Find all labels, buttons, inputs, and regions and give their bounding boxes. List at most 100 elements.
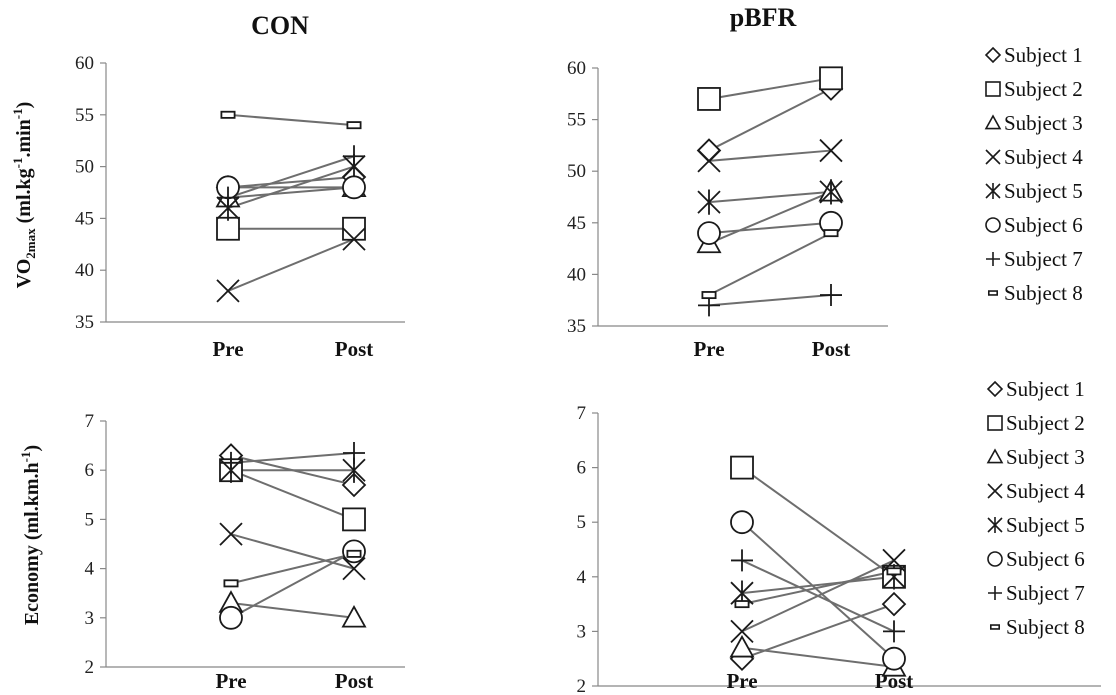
pbfr-vo2-point-s7-post: [820, 284, 842, 307]
pbfr-economy-point-s2-pre: [730, 455, 754, 480]
pbfr-vo2-xtick-post: Post: [812, 337, 851, 361]
vo2max-ylabel: VO2max (ml.kg-1.min-1): [10, 102, 38, 289]
pbfr-economy-ytick-label: 3: [577, 621, 587, 642]
con-vo2-point-s2-pre: [216, 216, 240, 241]
con-economy-point-s7-post: [343, 441, 365, 464]
con-vo2-ytick-label: 60: [75, 53, 94, 74]
con-vo2-ytick-label: 55: [75, 105, 94, 126]
legend-label: Subject 6: [1006, 547, 1085, 571]
legend-marker-x-icon: [987, 483, 1003, 499]
pbfr-vo2-series-line-7: [708, 294, 832, 307]
pbfr-economy-ytick-label: 6: [577, 458, 587, 479]
pbfr-economy-point-s8-pre: [734, 600, 750, 609]
con-vo2-series-line-1: [227, 175, 355, 189]
legend-label: Subject 3: [1004, 111, 1083, 135]
legend-label: Subject 4: [1004, 145, 1083, 169]
con-economy-point-s6-pre: [219, 605, 243, 630]
pbfr-economy-ytick-label: 2: [577, 676, 587, 695]
con-vo2-point-s2-post: [342, 216, 366, 241]
con-economy-series-line-4: [230, 533, 355, 570]
pbfr-economy-point-s4-pre: [730, 619, 754, 644]
con-economy-point-s2-post: [342, 507, 366, 532]
legend-label: Subject 8: [1006, 615, 1085, 639]
pbfr-vo2-ytick-label: 45: [567, 213, 586, 234]
legend-label: Subject 7: [1006, 581, 1085, 605]
pbfr-economy-point-s7-post: [883, 620, 905, 643]
pbfr-economy-series-line-7: [741, 559, 895, 633]
pbfr-vo2-point-s4-post: [819, 138, 843, 163]
pbfr-economy-point-s1-post: [881, 591, 907, 617]
con-vo2-panel: 35 40 45 50 55 60 Pre Post: [75, 53, 405, 361]
legend-label: Subject 1: [1004, 43, 1083, 67]
pbfr-vo2-series-line-4: [708, 149, 832, 162]
con-economy-ytick-label: 6: [85, 460, 95, 481]
pbfr-economy-ytick-label: 5: [577, 512, 587, 533]
pbfr-economy-series-line-3: [741, 646, 895, 668]
con-economy-ytick-label: 5: [85, 509, 95, 530]
con-vo2-ytick-label: 50: [75, 157, 94, 178]
con-vo2-point-s7-post: [343, 145, 365, 168]
pbfr-vo2-ytick-label: 50: [567, 161, 586, 182]
con-economy-xtick-pre: Pre: [215, 669, 246, 693]
pbfr-vo2-ytick-label: 55: [567, 110, 586, 131]
pbfr-economy-point-s7-pre: [731, 549, 753, 572]
con-vo2-xtick-pre: Pre: [212, 337, 243, 361]
pbfr-vo2-series-line-6: [708, 221, 832, 235]
con-economy-series-line-2: [230, 469, 355, 521]
legend-bottom: Subject 1 Subject 2 Subject 3 Subject 4 Subj…: [986, 377, 1085, 639]
legend-marker-square-icon: [985, 81, 1001, 97]
legend-label: Subject 1: [1006, 377, 1085, 401]
legend-label: Subject 6: [1004, 213, 1083, 237]
pbfr-vo2-series-line-3: [708, 190, 832, 245]
legend-marker-asterisk-icon: [985, 182, 1001, 200]
con-economy-ytick-label: 3: [85, 608, 95, 629]
pbfr-title: pBFR: [730, 3, 797, 32]
con-economy-series-line-8: [230, 552, 355, 585]
legend-label: Subject 2: [1004, 77, 1083, 101]
con-vo2-xtick-post: Post: [335, 337, 374, 361]
con-vo2-ytick-label: 45: [75, 208, 94, 229]
legend-marker-plus-icon: [986, 252, 1000, 266]
legend-label: Subject 4: [1006, 479, 1085, 503]
con-economy-point-s4-pre: [219, 522, 243, 546]
pbfr-vo2-ytick-label: 60: [567, 58, 586, 79]
pbfr-vo2-point-s5-post: [819, 179, 843, 205]
con-vo2-point-s8-post: [346, 121, 362, 130]
pbfr-vo2-point-s8-post: [823, 229, 839, 238]
con-vo2-series-line-4: [227, 238, 355, 292]
con-economy-point-s7-pre: [220, 451, 242, 474]
legend-marker-triangle-icon: [984, 114, 1002, 130]
con-vo2-point-s7-pre: [217, 186, 239, 209]
legend-label: Subject 5: [1006, 513, 1085, 537]
pbfr-vo2-xtick-pre: Pre: [693, 337, 724, 361]
con-vo2-ytick-label: 35: [75, 312, 94, 333]
con-economy-series-line-3: [230, 602, 355, 619]
con-economy-ytick-label: 2: [85, 657, 95, 678]
con-economy-point-s8-pre: [223, 579, 239, 588]
pbfr-vo2-point-s5-pre: [697, 189, 721, 215]
con-vo2-point-s6-post: [342, 175, 366, 200]
pbfr-vo2-point-s8-pre: [701, 291, 717, 300]
pbfr-economy-ytick-label: 7: [577, 403, 587, 424]
pbfr-vo2-ytick-label: 40: [567, 264, 586, 285]
pbfr-vo2-series-line-5: [708, 190, 832, 204]
con-title: CON: [251, 11, 309, 40]
con-vo2-point-s4-pre: [216, 279, 240, 303]
economy-ylabel: Economy (ml.km.h-1): [18, 445, 43, 625]
pbfr-economy-series-line-6: [741, 521, 895, 660]
pbfr-economy-point-s8-post: [886, 567, 902, 576]
pbfr-economy-xtick-pre: Pre: [726, 669, 757, 693]
legend-label: Subject 8: [1004, 281, 1083, 305]
pbfr-vo2-panel: 35 40 45 50 55 60 Pre Post: [567, 58, 888, 361]
legend-marker-asterisk-icon: [987, 516, 1003, 534]
pbfr-economy-series-line-8: [741, 570, 895, 606]
legend-top: Subject 1 Subject 2 Subject 3 Subject 4 Subj…: [984, 43, 1083, 305]
con-economy-ytick-label: 4: [85, 559, 95, 580]
con-economy-point-s3-post: [341, 604, 367, 628]
con-economy-point-s1-post: [341, 472, 367, 498]
legend-marker-plus-icon: [988, 586, 1002, 600]
con-economy-point-s8-post: [346, 549, 362, 558]
con-economy-series-line-6: [230, 550, 355, 619]
